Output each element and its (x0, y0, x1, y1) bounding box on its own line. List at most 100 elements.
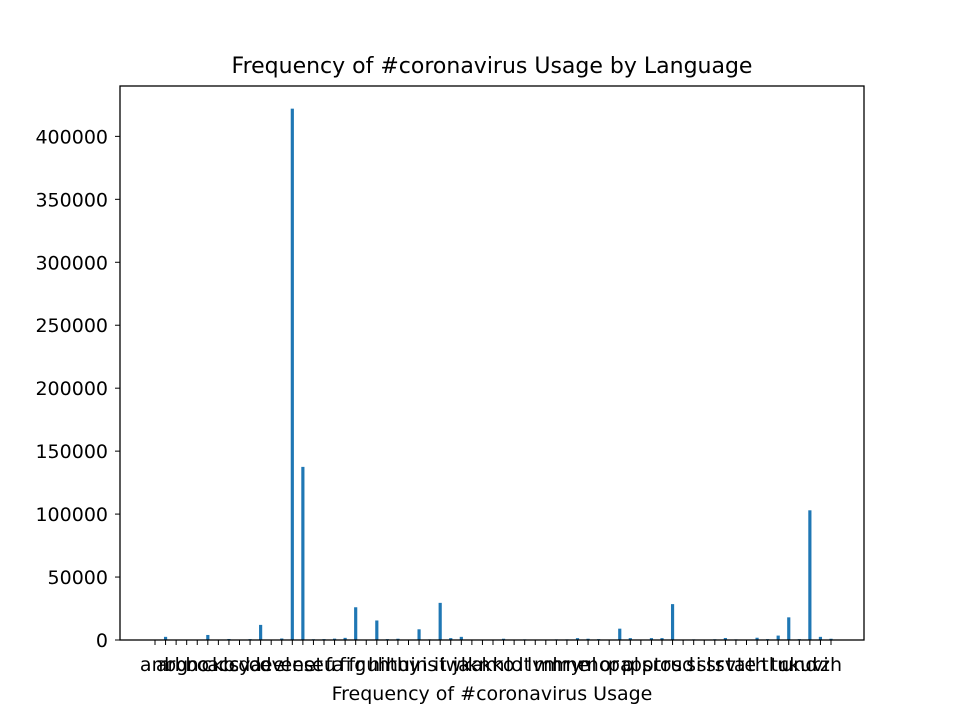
x-tick-label: ur (800, 654, 820, 676)
bar-fa (332, 638, 337, 640)
y-tick-label: 200000 (35, 378, 108, 400)
chart-title: Frequency of #coronavirus Usage by Langu… (232, 54, 753, 79)
x-tick-label: fi (339, 654, 351, 676)
y-axis: 0 50000 100000 150000 200000 250000 300000 3500… (35, 126, 120, 652)
x-tick-label: bo (185, 654, 209, 676)
bar-ne (575, 638, 580, 640)
x-tick-label: mr (543, 654, 570, 676)
bar-en (290, 108, 294, 640)
x-tick-label: ko (493, 654, 515, 676)
x-tick-label: ru (663, 654, 683, 676)
bar-sv (723, 637, 727, 640)
bar-it (438, 602, 442, 640)
bar-ca (206, 634, 210, 640)
x-tick-label: pa (608, 654, 632, 676)
bar-tr (776, 635, 780, 640)
bar-de (259, 624, 263, 640)
x-tick-label: ta (726, 654, 745, 676)
x-tick-label: it (434, 654, 447, 676)
bar-pa (618, 628, 622, 640)
x-tick-label: sv (715, 654, 736, 676)
y-tick-label: 250000 (35, 315, 108, 337)
x-tick-label: da (238, 654, 262, 676)
x-tick-label: de (249, 654, 273, 676)
x-tick-label: gu (354, 654, 378, 676)
x-tick-label: cs (219, 654, 239, 676)
y-tick-label: 0 (96, 630, 108, 652)
bar-in (417, 629, 421, 640)
bar-ar (163, 636, 168, 640)
y-tick-label: 100000 (35, 504, 108, 526)
x-tick-label: tl (761, 654, 774, 676)
bar-es (301, 466, 305, 641)
y-tick-label: 400000 (35, 126, 108, 148)
x-tick-label: my (552, 654, 582, 676)
x-tick-label: ro (652, 654, 671, 676)
x-tick-label: iw (440, 654, 461, 676)
x-tick-label: nl (579, 654, 596, 676)
x-tick-label: ka (461, 654, 483, 676)
x-tick-label: fr (348, 654, 363, 676)
x-tick-label: ps (630, 654, 652, 676)
bar-iw (449, 638, 453, 640)
x-tick-label: lt (518, 654, 531, 676)
y-tick-label: 350000 (35, 189, 108, 211)
x-tick-label: fa (325, 654, 343, 676)
x-tick-label: ca (197, 654, 219, 676)
bar-th (755, 637, 759, 640)
x-tick-label: tr (771, 654, 786, 676)
bar-ru (670, 604, 675, 640)
bar-ja (459, 636, 463, 640)
bar-ur (808, 510, 812, 640)
x-tick-label: kn (481, 654, 504, 676)
bar-ro (660, 638, 664, 640)
bar-pt (649, 638, 654, 640)
bar-el (280, 638, 284, 640)
x-tick-label: ml (534, 654, 558, 676)
bars-group (163, 108, 833, 641)
x-tick-label: und (781, 654, 817, 676)
x-tick-label: in (410, 654, 427, 676)
bar-hi (375, 620, 379, 640)
x-tick-label: es (292, 654, 314, 676)
x-axis-label: Frequency of #coronavirus Usage (332, 683, 653, 705)
x-tick-label: ja (452, 654, 470, 676)
x-tick-label: pt (642, 654, 662, 676)
x-tick-label: no (587, 654, 611, 676)
x-tick-label: is (422, 654, 437, 676)
x-tick-label: ckb (202, 654, 236, 676)
x-axis: amarbgbnbocackbcscydadedveleneseteufafif… (140, 640, 842, 676)
x-tick-label: sd (672, 654, 694, 676)
x-tick-label: bg (164, 654, 188, 676)
x-tick-label: cy (229, 654, 251, 676)
x-tick-label: hu (386, 654, 410, 676)
plot-frame (119, 85, 865, 641)
bar-fi (343, 637, 347, 640)
x-tick-label: vi (812, 654, 829, 676)
bar-pl (628, 638, 632, 640)
x-tick-label: am (140, 654, 170, 676)
y-tick-label: 150000 (35, 441, 108, 463)
x-tick-label: eu (312, 654, 336, 676)
x-tick-label: zh (820, 654, 842, 676)
x-tick-label: sl (697, 654, 712, 676)
x-tick-label: ht (378, 654, 398, 676)
x-tick-label: lo (506, 654, 523, 676)
x-tick-label: sr (706, 654, 724, 676)
x-tick-label: te (737, 654, 756, 676)
x-tick-label: pl (622, 654, 639, 676)
x-tick-label: lv (527, 654, 544, 676)
x-tick-label: th (747, 654, 767, 676)
x-tick-label: bn (175, 654, 199, 676)
x-tick-label: en (280, 654, 304, 676)
y-tick-label: 50000 (48, 567, 108, 589)
x-tick-label: ar (156, 654, 176, 676)
bar-vi (818, 636, 823, 640)
x-tick-label: hi (368, 654, 385, 676)
y-tick-label: 300000 (35, 252, 108, 274)
x-tick-label: km (468, 654, 498, 676)
x-tick-label: uk (777, 654, 800, 676)
x-tick-label: el (273, 654, 290, 676)
x-tick-label: hy (397, 654, 420, 676)
